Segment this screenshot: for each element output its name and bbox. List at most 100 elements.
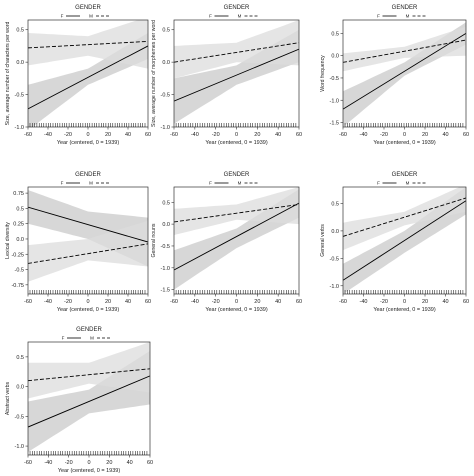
legend-title: GENDER xyxy=(76,327,102,333)
y-tick-label: -1.0 xyxy=(15,444,24,450)
ci-band-M xyxy=(343,26,466,72)
x-tick-label: -40 xyxy=(44,132,52,138)
x-tick-label: 40 xyxy=(275,299,281,305)
panel-1: -60 -40 -20 0 20 40 60 -1.0 -0.5 0.0 0.5 Year (cent… xyxy=(5,5,151,146)
x-tick-label: -20 xyxy=(380,299,388,305)
plot-area xyxy=(28,190,148,282)
series-line-M xyxy=(343,197,466,237)
y-tick-label: 0.0 xyxy=(331,54,339,60)
series-line-M xyxy=(28,243,148,264)
y-tick-label: 0.0 xyxy=(162,60,170,66)
x-tick-label: -20 xyxy=(64,299,72,305)
x-tick-label: 60 xyxy=(147,460,153,466)
ci-band-M xyxy=(28,342,150,399)
x-tick-label: 40 xyxy=(125,132,131,138)
y-axis-label: General nouns xyxy=(151,223,157,257)
plot-area xyxy=(343,22,466,127)
x-tick-label: -40 xyxy=(360,299,368,305)
x-tick-label: -40 xyxy=(44,460,52,466)
y-tick-label: -0.75 xyxy=(11,283,24,289)
ci-band-M xyxy=(343,187,466,251)
ci-band-M xyxy=(28,220,148,282)
x-tick-label: -60 xyxy=(339,132,347,138)
x-tick-label: 0 xyxy=(86,299,89,305)
x-axis-label: Year (centered, 0 = 1939) xyxy=(205,140,267,146)
x-tick-label: -20 xyxy=(65,460,73,466)
series-line-M xyxy=(28,40,148,49)
x-tick-label: -40 xyxy=(44,299,52,305)
x-axis-label: Year (centered, 0 = 1939) xyxy=(57,140,119,146)
x-tick-label: 20 xyxy=(422,299,428,305)
legend-label-M: M xyxy=(238,14,242,19)
legend-label-M: M xyxy=(406,14,410,19)
panel-3: -60 -40 -20 0 20 40 60 -1.5 -1.0 -0.5 0.0 0.5 Year (… xyxy=(320,5,469,146)
y-tick-label: -1.0 xyxy=(161,266,170,272)
y-tick-label: -1.0 xyxy=(15,125,24,131)
x-tick-label: -60 xyxy=(24,460,32,466)
y-tick-label: -0.5 xyxy=(15,268,24,274)
legend-title: GENDER xyxy=(224,5,250,11)
y-tick-label: -0.5 xyxy=(330,76,339,82)
x-axis-label: Year (centered, 0 = 1939) xyxy=(58,468,120,474)
y-tick-label: -0.5 xyxy=(330,256,339,262)
x-tick-label: 40 xyxy=(275,132,281,138)
x-tick-label: 20 xyxy=(422,132,428,138)
panel-4: -60 -40 -20 0 20 40 60 -0.75 -0.5 -0.25 0.0 0.25 0.5… xyxy=(5,172,151,313)
x-tick-label: -60 xyxy=(170,299,178,305)
y-tick-label: 0.5 xyxy=(162,200,170,206)
series-line-F xyxy=(174,48,299,102)
legend-label-F: F xyxy=(209,181,212,186)
x-tick-label: -60 xyxy=(24,299,32,305)
legend-label-M: M xyxy=(406,181,410,186)
series-line-F xyxy=(343,200,466,281)
y-tick-label: 0.5 xyxy=(331,31,339,37)
y-tick-label: -0.5 xyxy=(15,93,24,99)
y-tick-label: 0.0 xyxy=(16,385,24,391)
x-tick-label: 0 xyxy=(403,299,406,305)
x-tick-label: 20 xyxy=(105,132,111,138)
x-tick-label: -20 xyxy=(212,132,220,138)
x-axis-label: Year (centered, 0 = 1939) xyxy=(57,307,119,313)
x-tick-label: 20 xyxy=(254,299,260,305)
series-line-M xyxy=(174,42,299,63)
x-tick-label: 0 xyxy=(403,132,406,138)
series-line-F xyxy=(343,32,466,110)
y-tick-label: 0.25 xyxy=(13,222,24,228)
x-tick-label: 40 xyxy=(125,299,131,305)
x-tick-label: -20 xyxy=(212,299,220,305)
x-tick-label: 20 xyxy=(106,460,112,466)
x-tick-label: 60 xyxy=(463,299,469,305)
panel-7: -60 -40 -20 0 20 40 60 -1.0 -0.5 0.0 0.5 Year (cent… xyxy=(5,327,153,474)
y-tick-label: 0.5 xyxy=(16,28,24,34)
x-tick-label: 60 xyxy=(296,299,302,305)
x-axis-label: Year (centered, 0 = 1939) xyxy=(373,140,435,146)
y-tick-label: -0.5 xyxy=(161,93,170,99)
plot-area xyxy=(174,20,299,124)
x-tick-label: -20 xyxy=(380,132,388,138)
legend-label-F: F xyxy=(62,336,65,341)
legend-label-M: M xyxy=(238,181,242,186)
y-tick-label: -0.5 xyxy=(15,414,24,420)
x-tick-label: -60 xyxy=(170,132,178,138)
x-axis-label: Year (centered, 0 = 1939) xyxy=(205,307,267,313)
y-tick-label: 0.75 xyxy=(13,191,24,197)
legend-title: GENDER xyxy=(75,172,101,178)
y-tick-label: -0.5 xyxy=(161,244,170,250)
series-line-M xyxy=(343,39,466,63)
legend-label-F: F xyxy=(61,14,64,19)
series-line-M xyxy=(28,368,150,382)
y-axis-label: Size, average number of morphemes per wo… xyxy=(151,20,157,127)
plot-area xyxy=(28,20,148,127)
panel-5: -60 -40 -20 0 20 40 60 -1.5 -1.0 -0.5 0.0 0.5 Year (… xyxy=(151,172,302,313)
legend-label-F: F xyxy=(377,181,380,186)
series-line-F xyxy=(28,206,148,243)
y-tick-label: 0.0 xyxy=(16,237,24,243)
y-tick-label: 0.5 xyxy=(16,355,24,361)
x-tick-label: 60 xyxy=(296,132,302,138)
plot-area xyxy=(28,342,150,452)
x-tick-label: -40 xyxy=(191,132,199,138)
x-tick-label: 60 xyxy=(463,132,469,138)
y-tick-label: -0.25 xyxy=(11,252,24,258)
y-tick-label: 0.5 xyxy=(331,201,339,207)
y-tick-label: -1.0 xyxy=(161,125,170,131)
